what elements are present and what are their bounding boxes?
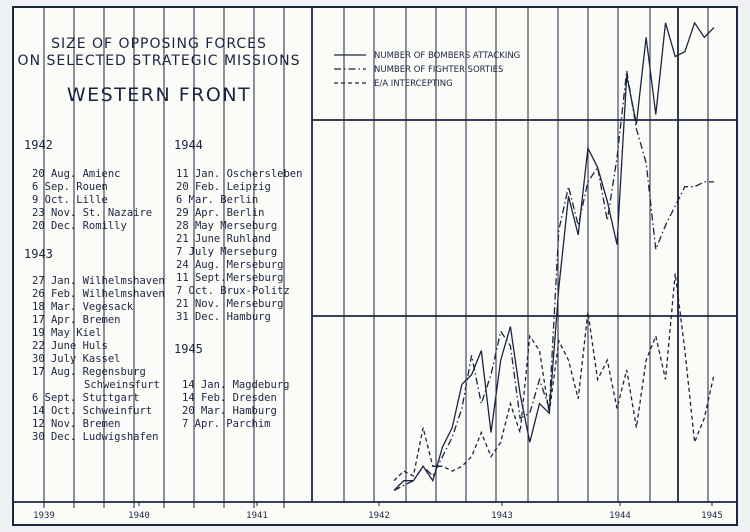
mission-item: 17 Aug. Regensburg (32, 366, 146, 378)
year-heading-1944: 1944 (174, 138, 203, 152)
x-tick-label: 1940 (128, 511, 150, 521)
mission-item: 20 Feb. Leipzig (176, 181, 271, 193)
mission-item: 11 Jan. Oschersleben (176, 168, 302, 180)
mission-list-1945: 1945 14 Jan. Magdeburg 14 Feb. Dresden 2… (174, 342, 289, 430)
mission-item: 7 Oct. Brux-Politz (176, 285, 290, 297)
year-heading-1945: 1945 (174, 342, 203, 356)
mission-item: 20 Mar. Hamburg (182, 405, 277, 417)
mission-item: 20 Aug. Amienc (32, 168, 121, 180)
mission-list-1944: 1944 11 Jan. Oschersleben 20 Feb. Leipzi… (174, 138, 302, 323)
series-lines (393, 21, 715, 491)
x-tick-label: 1944 (609, 511, 631, 521)
series-line-bombers (393, 21, 715, 491)
mission-item: 14 Feb. Dresden (182, 392, 277, 404)
x-tick-label: 1945 (701, 511, 723, 521)
mission-item: 18 Mar. Vegesack (32, 301, 134, 313)
series-line-fighters (393, 70, 714, 491)
chart-title-line-1: SIZE OF OPPOSING FORCES (51, 36, 267, 52)
chart: SIZE OF OPPOSING FORCES ON SELECTED STRA… (14, 8, 736, 521)
year-heading-1943: 1943 (24, 247, 53, 261)
mission-item: 21 Nov. Merseburg (176, 298, 283, 310)
series-line-interceptors (393, 273, 715, 482)
mission-item: 19 May Kiel (32, 327, 102, 339)
mission-item: 14 Jan. Magdeburg (182, 379, 289, 391)
x-tick-label: 1941 (246, 511, 268, 521)
legend-label-interceptors: E/A INTERCEPTING (374, 79, 453, 89)
mission-item: 23 Nov. St. Nazaire (32, 207, 152, 219)
mission-item: 29 Apr. Berlin (176, 207, 265, 219)
mission-item: 7 July Merseburg (176, 246, 277, 258)
mission-item: 21 June Ruhland (176, 233, 271, 245)
mission-item: Schweinsfurt (84, 379, 160, 391)
x-tick-label: 1943 (491, 511, 513, 521)
legend-label-bombers: NUMBER OF BOMBERS ATTACKING (374, 51, 520, 61)
x-axis-labels: 1939 1940 1941 1942 1943 1944 1945 (33, 511, 723, 521)
mission-item: 6 Mar. Berlin (176, 194, 258, 206)
mission-list-1943: 1943 27 Jan. Wilhelmshaven 26 Feb. Wilhe… (24, 247, 165, 443)
mission-item: 11 Sept.Merseburg (176, 272, 283, 284)
x-tick-label: 1942 (368, 511, 390, 521)
mission-item: 26 Feb. Wilhelmshaven (32, 288, 165, 300)
chart-title-line-2: ON SELECTED STRATEGIC MISSIONS (18, 53, 301, 69)
mission-item: 27 Jan. Wilhelmshaven (32, 275, 165, 287)
mission-item: 7 Apr. Parchim (182, 418, 271, 430)
mission-item: 30 July Kassel (32, 353, 121, 365)
mission-item: 31 Dec. Hamburg (176, 311, 271, 323)
mission-item: 14 Oct. Schweinfurt (32, 405, 152, 417)
chart-subtitle: WESTERN FRONT (67, 84, 251, 106)
x-tick-label: 1939 (33, 511, 55, 521)
mission-item: 24 Aug. Merseburg (176, 259, 283, 271)
legend-label-fighters: NUMBER OF FIGHTER SORTIES (374, 65, 503, 75)
year-heading-1942: 1942 (24, 138, 53, 152)
chart-paper: SIZE OF OPPOSING FORCES ON SELECTED STRA… (12, 6, 738, 526)
mission-item: 6 Sep. Rouen (32, 181, 108, 193)
legend: NUMBER OF BOMBERS ATTACKING NUMBER OF FI… (334, 51, 520, 89)
mission-item: 22 June Huls (32, 340, 108, 352)
mission-item: 20 Dec. Romilly (32, 220, 127, 232)
mission-item: 28 May Merseburg (176, 220, 277, 232)
mission-item: 6 Sept. Stuttgart (32, 392, 139, 404)
mission-list-1942: 1942 20 Aug. Amienc 6 Sep. Rouen 9 Oct. … (24, 138, 152, 232)
mission-item: 9 Oct. Lille (32, 194, 108, 206)
mission-item: 17 Apr. Bremen (32, 314, 121, 326)
mission-item: 30 Dec. Ludwigshafen (32, 431, 158, 443)
mission-item: 12 Nov. Bremen (32, 418, 121, 430)
